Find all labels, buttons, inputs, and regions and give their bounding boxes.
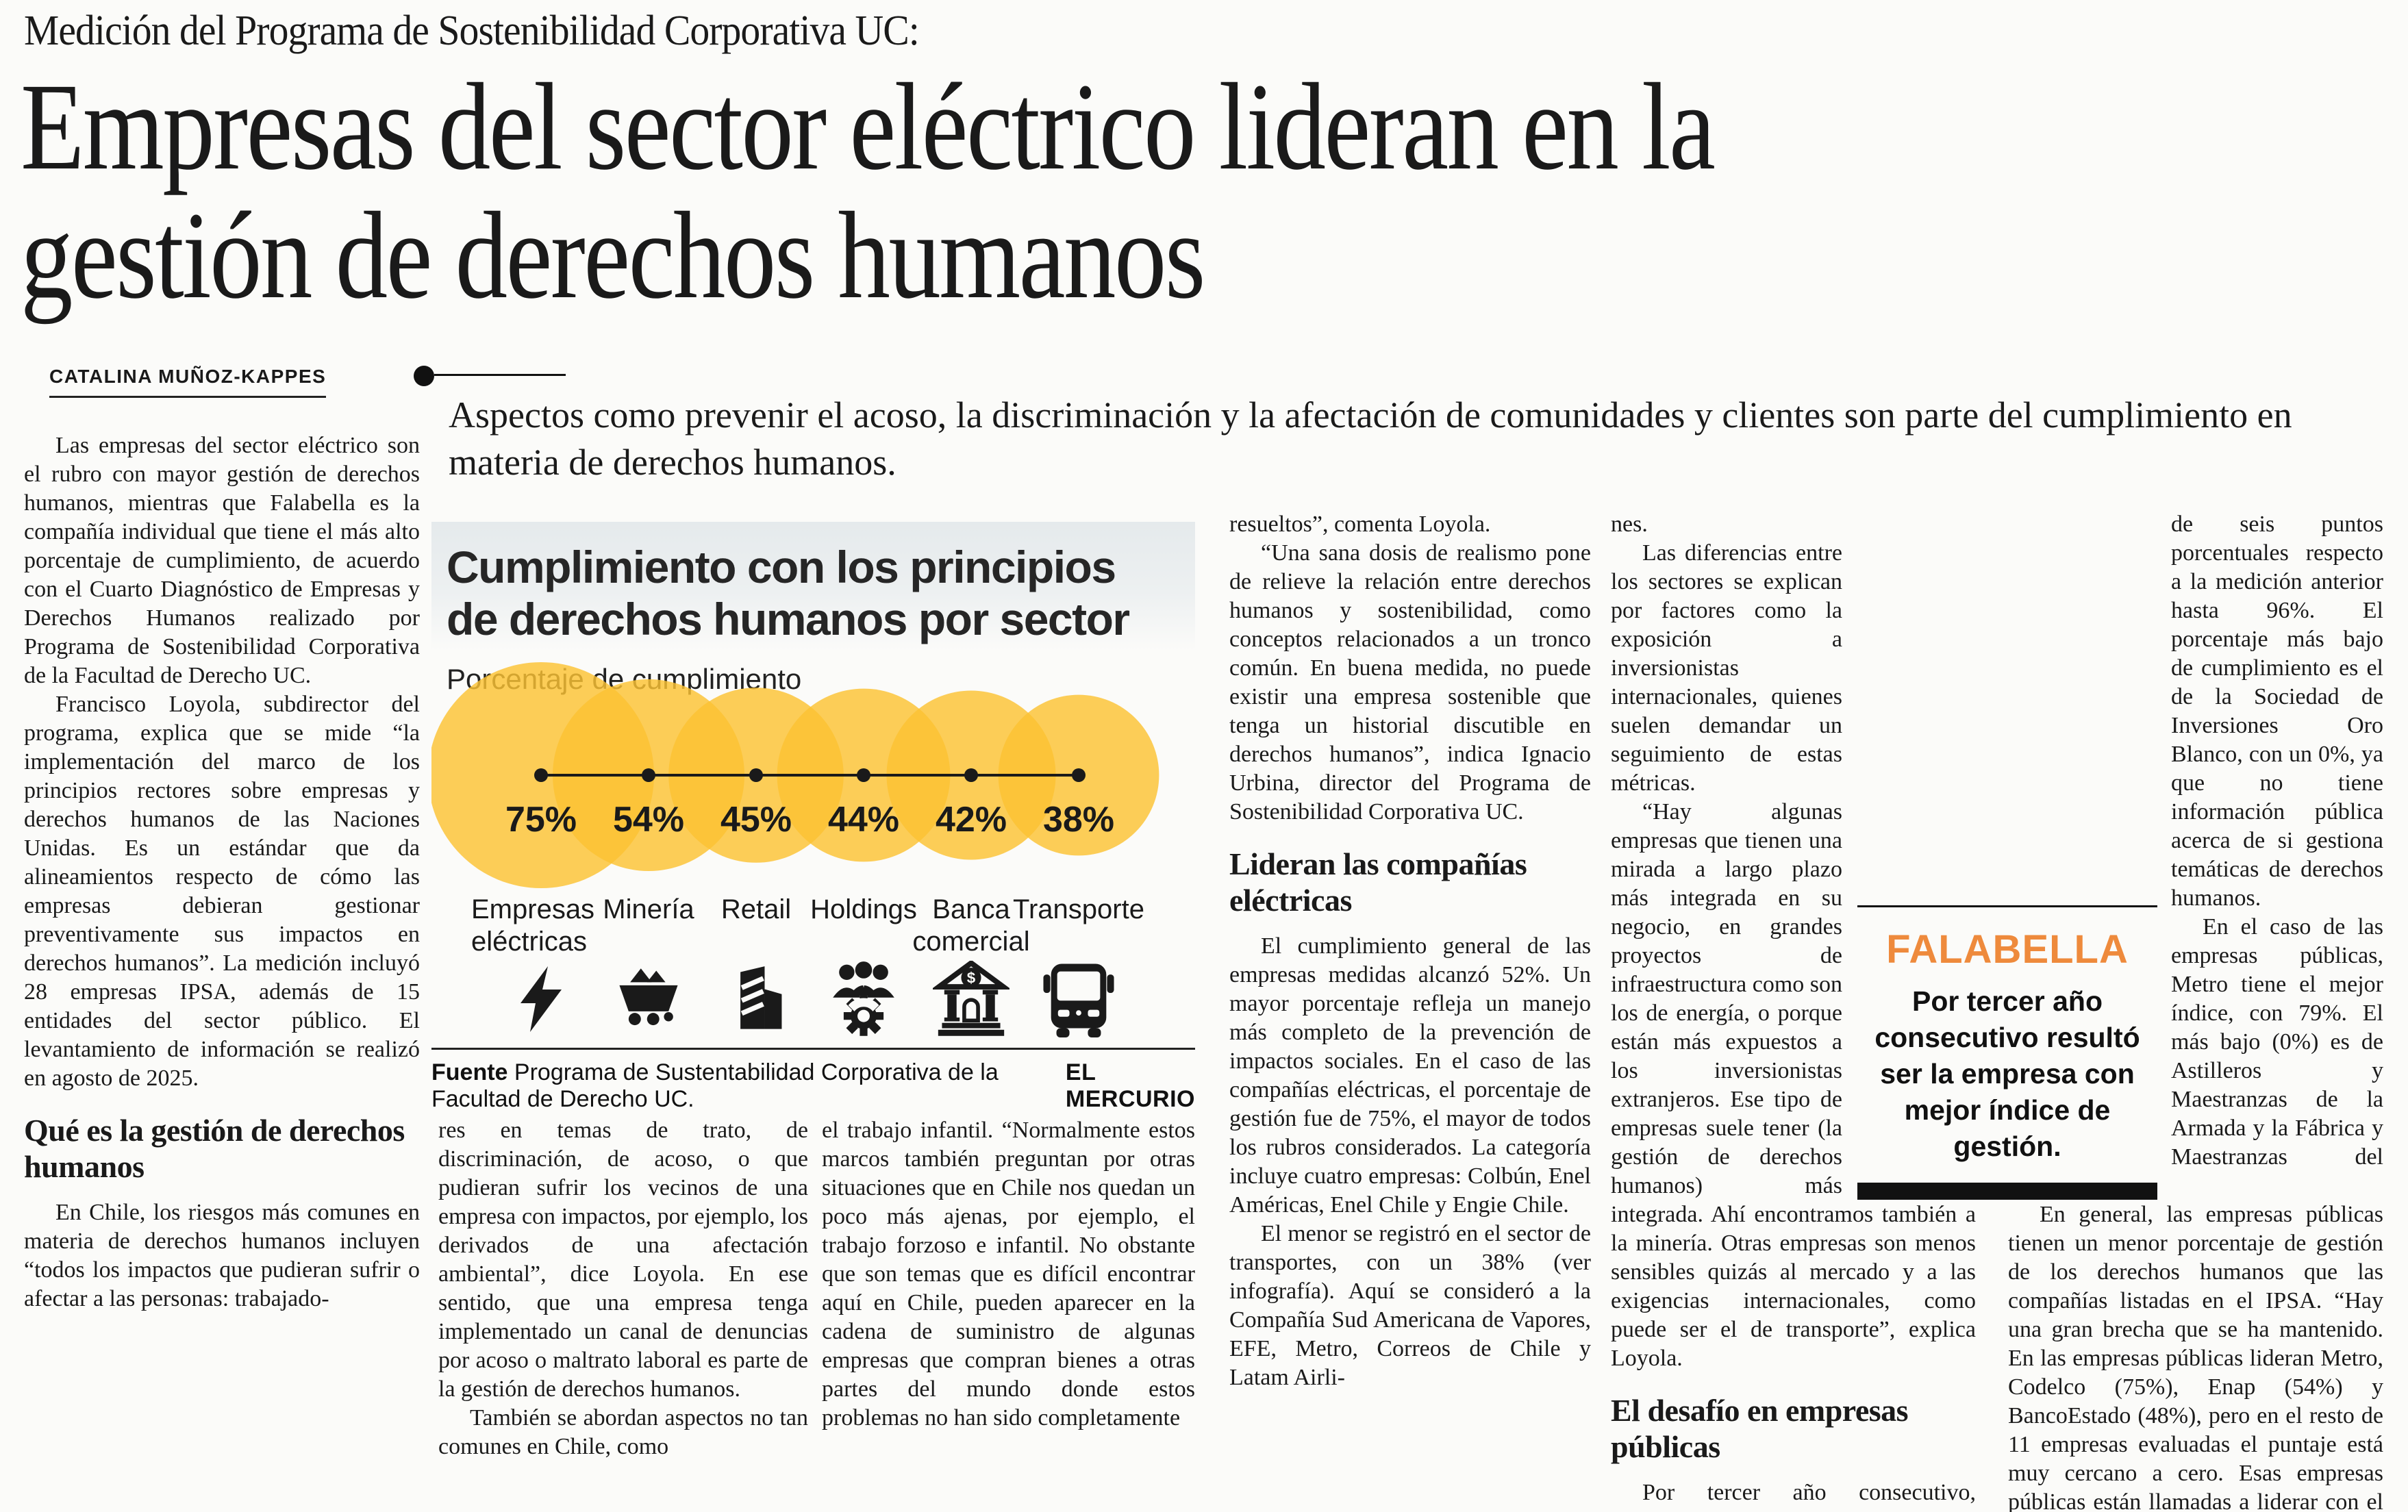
paragraph: El cumplimiento general de las empresas …	[1229, 933, 1591, 1218]
bubble-value-label: 44%	[828, 800, 899, 840]
byline: CATALINA MUÑOZ-KAPPES	[49, 366, 327, 398]
paragraph: res en temas de trato, de discriminación…	[438, 1118, 808, 1402]
svg-text:$: $	[967, 969, 976, 986]
article-column-5: nes. Las diferencias entre los sectores …	[1611, 510, 1976, 1512]
publication-credit: EL MERCURIO	[1065, 1059, 1195, 1112]
paragraph: En el caso de las empresas públicas, Met…	[2008, 914, 2383, 1198]
bubble-value-label: 75%	[505, 800, 577, 840]
sector-label-transporte: Transporte	[1013, 894, 1144, 924]
paragraph: “Una sana dosis de realismo pone de reli…	[1229, 540, 1591, 824]
paragraph: En general, las empresas públicas tienen…	[2008, 1202, 2383, 1512]
bullet-ornament	[414, 366, 434, 386]
sector-label-retail: Retail	[720, 894, 792, 924]
chart-title-line-2: de derechos humanos por sector	[447, 594, 1130, 644]
lede: Aspectos como prevenir el acoso, la disc…	[449, 394, 2292, 483]
chart-source-row: Fuente Programa de Sustentabilidad Corpo…	[431, 1048, 1195, 1113]
bubble-value-label: 54%	[613, 800, 684, 840]
paragraph: el trabajo infantil. “Normalmente estos …	[822, 1118, 1195, 1431]
section-subhead: Lideran las compañías eléctricas	[1229, 846, 1527, 918]
falabella-box-bar	[1857, 1183, 2157, 1200]
source-text: Programa de Sustentabilidad Corporativa …	[431, 1059, 999, 1112]
mine-cart-icon	[597, 959, 700, 1040]
paragraph: “Hay algunas empresas que tienen una mir…	[1611, 799, 1976, 1371]
paragraph: nes.	[1611, 512, 1648, 537]
source-label: Fuente	[431, 1059, 508, 1085]
headline-line-1: Empresas del sector eléctrico lideran en…	[21, 58, 1716, 196]
paragraph: resueltos”, comenta Loyola.	[1229, 512, 1491, 537]
building-icon	[705, 959, 807, 1040]
bank-icon: $	[920, 959, 1023, 1040]
bubble-value-label: 38%	[1043, 800, 1114, 840]
sector-label-mineria: Minería	[603, 894, 694, 924]
headline-line-2: gestión de derechos humanos	[21, 187, 1205, 325]
kicker: Medición del Programa de Sostenibilidad …	[24, 8, 920, 54]
section-subhead: El desafío en empresas públicas	[1611, 1393, 1909, 1464]
sector-label-holdings: Holdings	[810, 894, 917, 924]
paragraph: Por tercer año consecutivo, Falabella re…	[1611, 1480, 1976, 1512]
article-column-4: resueltos”, comenta Loyola. “Una sana do…	[1229, 510, 1591, 1512]
bus-icon	[1027, 959, 1130, 1040]
paragraph: de seis puntos porcentuales respecto a l…	[2171, 512, 2383, 911]
rule-ornament	[434, 374, 566, 376]
chart-title: Cumplimiento con los principios de derec…	[447, 541, 1183, 645]
paragraph: En Chile, los riesgos más comunes en mat…	[24, 1200, 420, 1311]
sector-label-banca: Banca comercial	[912, 894, 1030, 957]
bubble-value-label: 45%	[720, 800, 792, 840]
bubble-value-label: 42%	[936, 800, 1007, 840]
paragraph: El menor se registró en el sector de tra…	[1229, 1221, 1591, 1390]
falabella-box-text: Por tercer año consecutivo resultó ser l…	[1874, 985, 2140, 1162]
compliance-infographic: Cumplimiento con los principios de derec…	[428, 522, 1195, 1112]
article-column-3: el trabajo infantil. “Normalmente estos …	[822, 1116, 1195, 1512]
article-column-6: de seis puntos porcentuales respecto a l…	[2008, 510, 2383, 1512]
sector-label-electricas: Empresas eléctricas	[471, 894, 595, 957]
bubble-plot: 75% 54% 45% 44% 42% 38%	[428, 651, 1195, 890]
section-subhead: Qué es la gestión de derechos humanos	[24, 1113, 405, 1184]
people-gear-icon	[812, 959, 915, 1040]
headline: Empresas del sector eléctrico lideran en…	[21, 63, 2036, 320]
falabella-box-title: FALABELLA	[1886, 927, 2129, 972]
falabella-highlight-box: FALABELLA Por tercer año consecutivo res…	[1857, 905, 2157, 1200]
paragraph: Las diferencias entre los sectores se ex…	[1611, 540, 1842, 796]
bubble-svg: 75% 54% 45% 44% 42% 38%	[428, 662, 1159, 888]
paragraph: Francisco Loyola, subdirector del progra…	[24, 692, 420, 1091]
chart-header: Cumplimiento con los principios de derec…	[431, 522, 1195, 695]
paragraph: Las empresas del sector eléctrico son el…	[24, 433, 420, 688]
chart-title-line-1: Cumplimiento con los principios	[447, 542, 1116, 592]
article-column-2: res en temas de trato, de discriminación…	[438, 1116, 808, 1512]
paragraph: También se abordan aspectos no tan comun…	[438, 1405, 808, 1459]
lightning-icon	[490, 959, 592, 1040]
article-column-1: Las empresas del sector eléctrico son el…	[24, 431, 420, 1512]
chart-source: Fuente Programa de Sustentabilidad Corpo…	[431, 1059, 1066, 1113]
